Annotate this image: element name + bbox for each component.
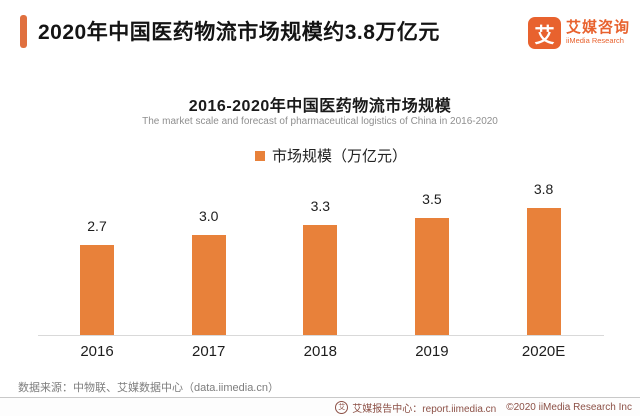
logo-name-en: iiMedia Research	[566, 36, 624, 45]
bar-value-label-2016: 2.7	[87, 218, 107, 234]
bar-value-label-2020E: 3.8	[533, 181, 554, 197]
bar-2020E	[526, 208, 561, 335]
x-axis-label-2018: 2018	[303, 343, 337, 360]
x-axis-label-2017: 2017	[192, 343, 226, 360]
chart-title: 2016-2020年中国医药物流市场规模	[188, 98, 452, 115]
legend-swatch	[255, 150, 265, 161]
bar-2019	[414, 218, 449, 335]
x-axis-line	[38, 335, 604, 336]
iimedia-logo-text: 艾媒咨询 iiMedia Research	[566, 17, 630, 45]
bar-value-label-2019: 3.5	[422, 191, 442, 207]
iimedia-logo: 艾 艾媒咨询 iiMedia Research	[528, 17, 630, 49]
title-accent-bar	[20, 15, 27, 48]
x-axis-label-2019: 2019	[415, 343, 449, 360]
chart-subtitle: The market scale and forecast of pharmac…	[142, 116, 498, 127]
x-axis-label-2016: 2016	[80, 343, 114, 360]
bar-value-label-2017: 3.0	[198, 208, 219, 224]
iimedia-logo-icon: 艾	[528, 17, 561, 49]
footer-bar: 艾 艾媒报告中心：report.iimedia.cn ©2020 iiMedia…	[0, 397, 640, 416]
bar-2016	[80, 245, 114, 335]
bar-value-label-2018: 3.3	[310, 198, 331, 214]
bar-2017	[191, 235, 226, 335]
iimedia-badge-icon: 艾	[335, 400, 349, 414]
legend-label: 市场规模（万亿元）	[272, 148, 408, 165]
logo-name-cn: 艾媒咨询	[566, 19, 631, 36]
page-title: 2020年中国医药物流市场规模约3.8万亿元	[38, 21, 440, 44]
chart-legend: 市场规模（万亿元）	[255, 145, 407, 166]
bar-2018	[303, 225, 338, 335]
x-axis-label-2020E: 2020E	[521, 343, 566, 360]
footer-report-center-link[interactable]: 艾媒报告中心：report.iimedia.cn	[352, 403, 497, 415]
footer-copyright: ©2020 iiMedia Research Inc	[506, 401, 632, 413]
data-source-note: 数据来源：中物联、艾媒数据中心（data.iimedia.cn）	[18, 382, 279, 394]
